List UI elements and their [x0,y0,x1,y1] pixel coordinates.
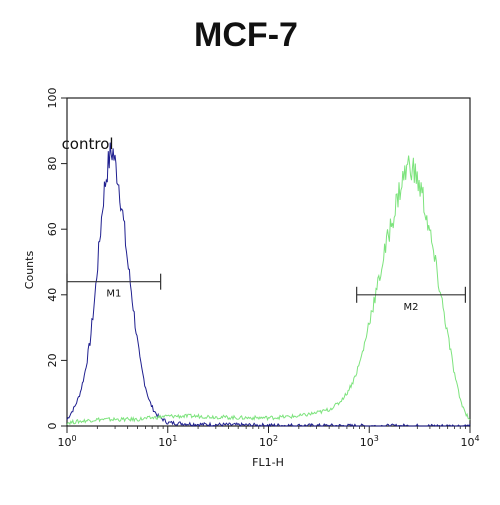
x-tick-exponent: 0 [71,434,76,443]
marker-layer: M1 M2 [66,273,466,313]
x-axis-label: FL1-H [252,456,284,469]
x-tick-exponent: 3 [374,434,379,443]
x-tick-base: 10 [57,436,71,449]
x-tick-exponent: 2 [273,434,278,443]
y-tick-label: 80 [46,157,59,171]
annotation-layer: control [62,135,114,153]
gate-marker-m2: M2 [356,286,466,313]
x-tick-base: 10 [360,436,374,449]
y-axis-ticks: 0 20 40 60 80 100 [46,88,67,430]
y-tick-label: 40 [46,288,59,302]
series-layer [66,142,471,428]
y-axis-label: Counts [23,251,36,290]
gate-label: M1 [106,289,121,300]
x-tick-base: 10 [158,436,172,449]
x-tick-label: 100 [57,434,76,449]
x-tick-exponent: 1 [172,434,177,443]
series-line-0 [66,142,471,428]
y-tick-label: 100 [46,88,59,109]
gate-label: M2 [404,302,419,313]
chart-title: MCF-7 [194,16,298,54]
x-tick-label: 104 [460,434,479,449]
x-tick-exponent: 4 [474,434,479,443]
annotation-control-label: control [62,135,114,153]
x-tick-label: 103 [360,434,379,449]
y-tick-label: 0 [46,423,59,430]
x-tick-label: 101 [158,434,177,449]
y-tick-label: 60 [46,222,59,236]
gate-marker-m1: M1 [66,273,162,300]
series-line-1 [66,155,471,426]
x-tick-base: 10 [259,436,273,449]
x-tick-base: 10 [460,436,474,449]
x-axis-ticks: 100 101 102 103 104 [57,426,480,449]
y-tick-label: 20 [46,353,59,367]
x-tick-label: 102 [259,434,278,449]
